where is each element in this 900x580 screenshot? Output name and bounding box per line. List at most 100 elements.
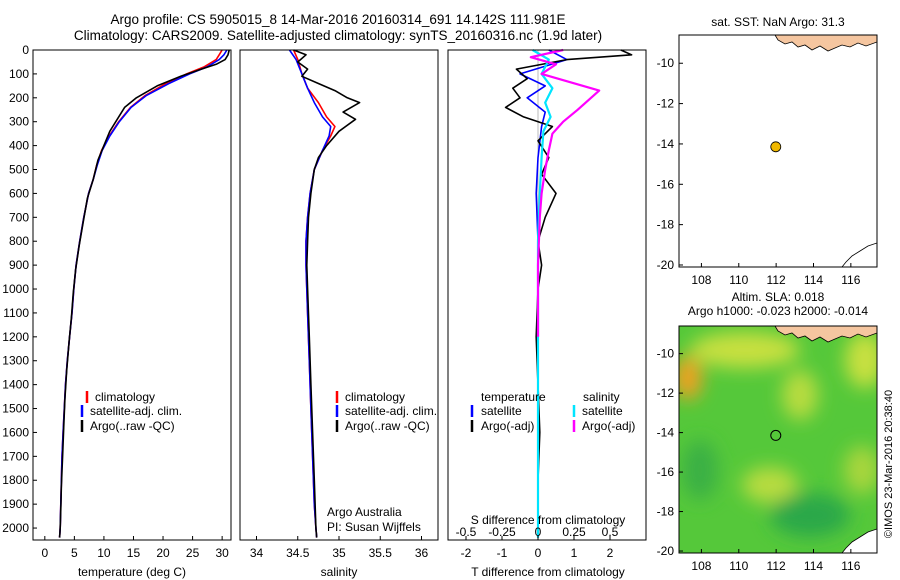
lat-tick-label: -12 <box>657 97 675 111</box>
series-argo-raw-qc <box>58 49 230 538</box>
y-tick-label: 1900 <box>2 497 29 511</box>
y-tick-label: 1700 <box>2 449 29 463</box>
sst-map-lon-ticks: 108 110 112 114 116 <box>691 263 861 287</box>
lat-tick-label: -16 <box>657 465 675 479</box>
x-tick-label: 35 <box>332 546 346 560</box>
sla-map: Altim. SLA: 0.018 Argo h1000: -0.023 h20… <box>657 290 878 573</box>
top-tick-label: -0.25 <box>488 525 516 539</box>
sla-yellow-east <box>845 332 877 388</box>
lon-tick-label: 108 <box>691 559 711 573</box>
x-tick-label: 36 <box>415 546 429 560</box>
series-temperature-argo-adj <box>504 49 633 538</box>
sla-high-northwest <box>679 356 702 400</box>
figure-header: Argo profile: CS 5905015_8 14-Mar-2016 2… <box>0 12 676 44</box>
lon-tick-label: 112 <box>767 273 786 287</box>
temperature-plot-frame <box>32 49 232 541</box>
s-difference-label: S difference from climatology <box>471 513 626 527</box>
sla-low-west <box>682 440 718 500</box>
sst-argo-location-marker <box>770 141 782 153</box>
y-tick-label: 1500 <box>2 402 29 416</box>
legend-t-satellite-label: satellite <box>481 404 522 418</box>
sla-map-title: Altim. SLA: 0.018 <box>732 290 825 304</box>
top-tick-label: 0.5 <box>602 525 619 539</box>
legend-s-satellite-label: satellite <box>582 404 623 418</box>
series-climatology <box>58 49 223 538</box>
y-tick-label: 400 <box>9 139 29 153</box>
temperature-plot-lines <box>58 49 230 538</box>
series-satellite-adj-clim <box>58 49 228 538</box>
y-tick-label: 2000 <box>2 521 29 535</box>
x-tick-label: 34 <box>250 546 264 560</box>
difference-legend: temperature satellite Argo(-adj) salinit… <box>470 390 635 433</box>
y-tick-label: 800 <box>9 234 29 248</box>
legend-climatology-label: climatology <box>95 390 155 404</box>
sla-map-lat-ticks: -10 -12 -14 -16 -18 -20 <box>657 347 683 558</box>
y-tick-label: 300 <box>9 115 29 129</box>
legend-temperature-title: temperature <box>481 390 546 404</box>
y-tick-label: 900 <box>9 258 29 272</box>
x-tick-label: -2 <box>461 546 472 560</box>
lat-tick-label: -14 <box>657 426 675 440</box>
x-tick-label: 10 <box>97 546 111 560</box>
lat-tick-label: -10 <box>657 56 675 70</box>
sla-field <box>679 326 877 553</box>
sla-yellow-southeast <box>844 446 877 494</box>
x-tick-label: 15 <box>127 546 141 560</box>
sla-map-subtitle: Argo h1000: -0.023 h2000: -0.014 <box>688 304 868 318</box>
lat-tick-label: -20 <box>657 544 675 558</box>
legend-satellite-label: satellite-adj. clim. <box>90 404 182 418</box>
x-tick-label: 20 <box>156 546 170 560</box>
lon-tick-label: 114 <box>804 559 823 573</box>
sla-map-lon-ticks: 108 110 112 114 116 <box>691 549 861 573</box>
sla-low-south <box>770 493 850 537</box>
x-tick-label: 35.5 <box>369 546 393 560</box>
sst-map-title: sat. SST: NaN Argo: 31.3 <box>711 15 845 29</box>
difference-top-ticks: -0.5 -0.25 0 0.25 0.5 <box>456 525 619 539</box>
x-tick-label: 1 <box>571 546 578 560</box>
difference-plot-lines <box>504 48 633 540</box>
salinity-axis-label: salinity <box>321 565 358 579</box>
lon-tick-label: 116 <box>841 559 860 573</box>
lon-tick-label: 112 <box>767 559 786 573</box>
y-tick-label: 1300 <box>2 354 29 368</box>
top-tick-label: 0 <box>535 525 542 539</box>
temperature-panel: 0100200300400500600700800900100011001200… <box>2 43 232 579</box>
imos-credit: ©IMOS 23-Mar-2016 20:38:40 <box>883 390 895 538</box>
top-tick-label: -0.5 <box>456 525 477 539</box>
lon-tick-label: 110 <box>729 559 748 573</box>
sla-yellow-north <box>690 332 800 368</box>
y-tick-label: 100 <box>9 67 29 81</box>
x-tick-label: -1 <box>497 546 508 560</box>
sst-map-frame <box>678 34 878 268</box>
y-tick-label: 1800 <box>2 473 29 487</box>
sst-land-coast <box>774 35 877 52</box>
x-tick-label: 30 <box>215 546 229 560</box>
y-tick-label: 600 <box>9 186 29 200</box>
lat-tick-label: -12 <box>657 386 675 400</box>
y-tick-label: 500 <box>9 163 29 177</box>
y-tick-label: 1600 <box>2 425 29 439</box>
pi-note: PI: Susan Wijffels <box>327 520 421 534</box>
sst-land-southeast <box>841 242 877 267</box>
lat-tick-label: -16 <box>657 177 675 191</box>
salinity-legend: climatology satellite-adj. clim. Argo(..… <box>335 390 437 433</box>
lat-tick-label: -20 <box>657 258 675 272</box>
difference-plot-frame <box>447 49 647 541</box>
y-tick-label: 1400 <box>2 378 29 392</box>
legend-t-argo-label: Argo(-adj) <box>481 419 534 433</box>
legend-s-argo-label: Argo(-adj) <box>582 419 635 433</box>
lat-tick-label: -18 <box>657 218 675 232</box>
salinity-plot-frame <box>239 49 439 541</box>
legend-satellite-label: satellite-adj. clim. <box>345 404 437 418</box>
x-tick-label: 34.5 <box>286 546 310 560</box>
y-tick-label: 1200 <box>2 330 29 344</box>
lon-tick-label: 116 <box>841 273 860 287</box>
profile-title: Argo profile: CS 5905015_8 14-Mar-2016 2… <box>110 12 566 27</box>
x-tick-label: 2 <box>607 546 614 560</box>
top-tick-label: 0.25 <box>562 525 586 539</box>
series-argo-raw-qc <box>293 49 361 538</box>
y-tick-label: 1100 <box>3 306 29 320</box>
legend-salinity-title: salinity <box>583 390 620 404</box>
y-tick-label: 200 <box>9 91 29 105</box>
temperature-axis-label: temperature (deg C) <box>78 565 186 579</box>
